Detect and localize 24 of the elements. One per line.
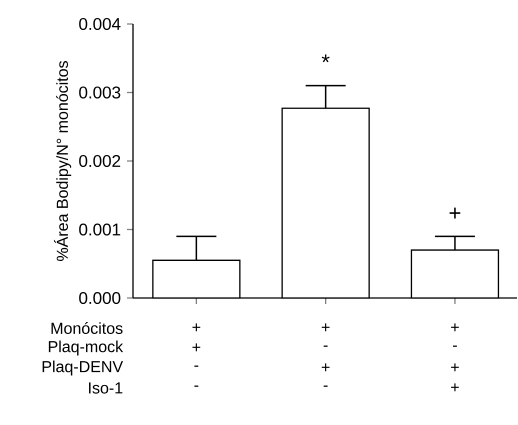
y-axis-title: %Área Bodipy/N° monócitos <box>54 61 72 262</box>
text: Iso-1 <box>89 382 122 394</box>
text: + <box>322 363 330 372</box>
text: + <box>192 343 200 352</box>
text: Plaq-DENV <box>42 360 124 376</box>
text: - <box>194 386 198 387</box>
text: + <box>451 383 459 392</box>
text: - <box>452 346 457 347</box>
text: - <box>194 366 198 367</box>
y-tick-label: 0.002 <box>79 154 120 168</box>
annotation: * <box>322 54 330 62</box>
y-tick-label: 0.004 <box>79 18 121 30</box>
annotation: + <box>450 208 460 218</box>
text: - <box>324 346 328 347</box>
text: Plaq-mock <box>48 340 124 356</box>
text: + <box>451 363 459 372</box>
text: - <box>324 386 328 387</box>
y-tick-label: 0.001 <box>79 223 120 236</box>
y-tick-label: 0.003 <box>79 86 120 99</box>
text: + <box>451 323 459 332</box>
text: Monócitos <box>52 322 123 334</box>
y-tick-label: 0.000 <box>79 292 120 304</box>
text: + <box>322 323 330 332</box>
text: + <box>192 323 200 332</box>
